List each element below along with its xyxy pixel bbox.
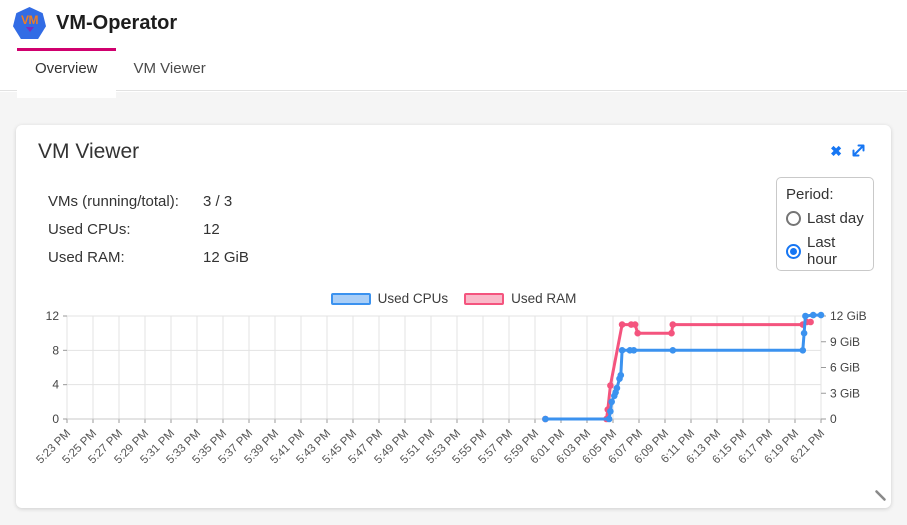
stat-label-cpus: Used CPUs:	[48, 220, 131, 238]
card-title: VM Viewer	[38, 140, 140, 163]
svg-text:4: 4	[52, 378, 59, 392]
app-header: VM VM-Operator	[0, 0, 907, 46]
radio-icon-last-day[interactable]	[786, 211, 801, 226]
svg-text:3 GiB: 3 GiB	[830, 386, 860, 400]
app-logo-icon: VM	[13, 7, 46, 39]
legend-item-used-ram[interactable]: Used RAM	[464, 291, 576, 306]
tab-overview-label: Overview	[35, 59, 98, 77]
radio-last-hour-label: Last hour	[807, 234, 838, 268]
svg-text:0: 0	[830, 412, 837, 426]
period-group: Period: Last day Last hour	[776, 177, 874, 271]
logo-text: VM	[21, 12, 39, 27]
stat-value-cpus: 12	[203, 220, 220, 238]
svg-text:8: 8	[52, 343, 59, 357]
stat-value-vms: 3 / 3	[203, 192, 233, 210]
logo-mark	[25, 26, 34, 32]
legend-swatch-cpus	[330, 292, 371, 305]
stat-label-vms: VMs (running/total):	[48, 192, 179, 210]
tab-vm-viewer-label: VM Viewer	[133, 59, 206, 77]
svg-text:6 GiB: 6 GiB	[830, 361, 860, 375]
radio-icon-last-hour[interactable]	[786, 243, 801, 259]
radio-last-day[interactable]: Last day	[786, 210, 864, 227]
expand-icon[interactable]	[850, 142, 867, 159]
svg-text:9 GiB: 9 GiB	[830, 335, 860, 349]
radio-last-day-label: Last day	[807, 210, 864, 227]
usage-chart[interactable]: 5:23 PM5:25 PM5:27 PM5:29 PM5:31 PM5:33 …	[24, 306, 884, 501]
stat-label-ram: Used RAM:	[48, 248, 125, 266]
close-icon[interactable]: ✖	[830, 142, 842, 159]
tab-overview[interactable]: Overview	[17, 46, 116, 98]
svg-text:12: 12	[46, 309, 60, 323]
content-area: VM Viewer ✖ VMs (running/total): 3 / 3 U…	[0, 92, 907, 525]
tab-vm-viewer[interactable]: VM Viewer	[116, 46, 224, 90]
legend-label-ram: Used RAM	[511, 291, 577, 306]
stat-value-ram: 12 GiB	[203, 248, 249, 266]
app-title: VM-Operator	[56, 11, 178, 34]
vm-viewer-card: VM Viewer ✖ VMs (running/total): 3 / 3 U…	[16, 125, 891, 508]
vm-stats: VMs (running/total): 3 / 3 Used CPUs: 12…	[48, 187, 249, 271]
svg-text:12 GiB: 12 GiB	[830, 309, 867, 323]
tab-bar: Overview VM Viewer	[0, 46, 907, 98]
card-actions: ✖	[830, 142, 867, 159]
legend-label-cpus: Used CPUs	[377, 291, 449, 306]
chart-legend: Used CPUs Used RAM	[16, 291, 891, 306]
period-label: Period:	[786, 186, 834, 203]
legend-item-used-cpus[interactable]: Used CPUs	[330, 291, 449, 306]
svg-text:0: 0	[52, 412, 59, 426]
resize-handle-icon[interactable]	[873, 488, 888, 503]
legend-swatch-ram	[464, 292, 505, 305]
radio-last-hour[interactable]: Last hour	[786, 234, 864, 268]
